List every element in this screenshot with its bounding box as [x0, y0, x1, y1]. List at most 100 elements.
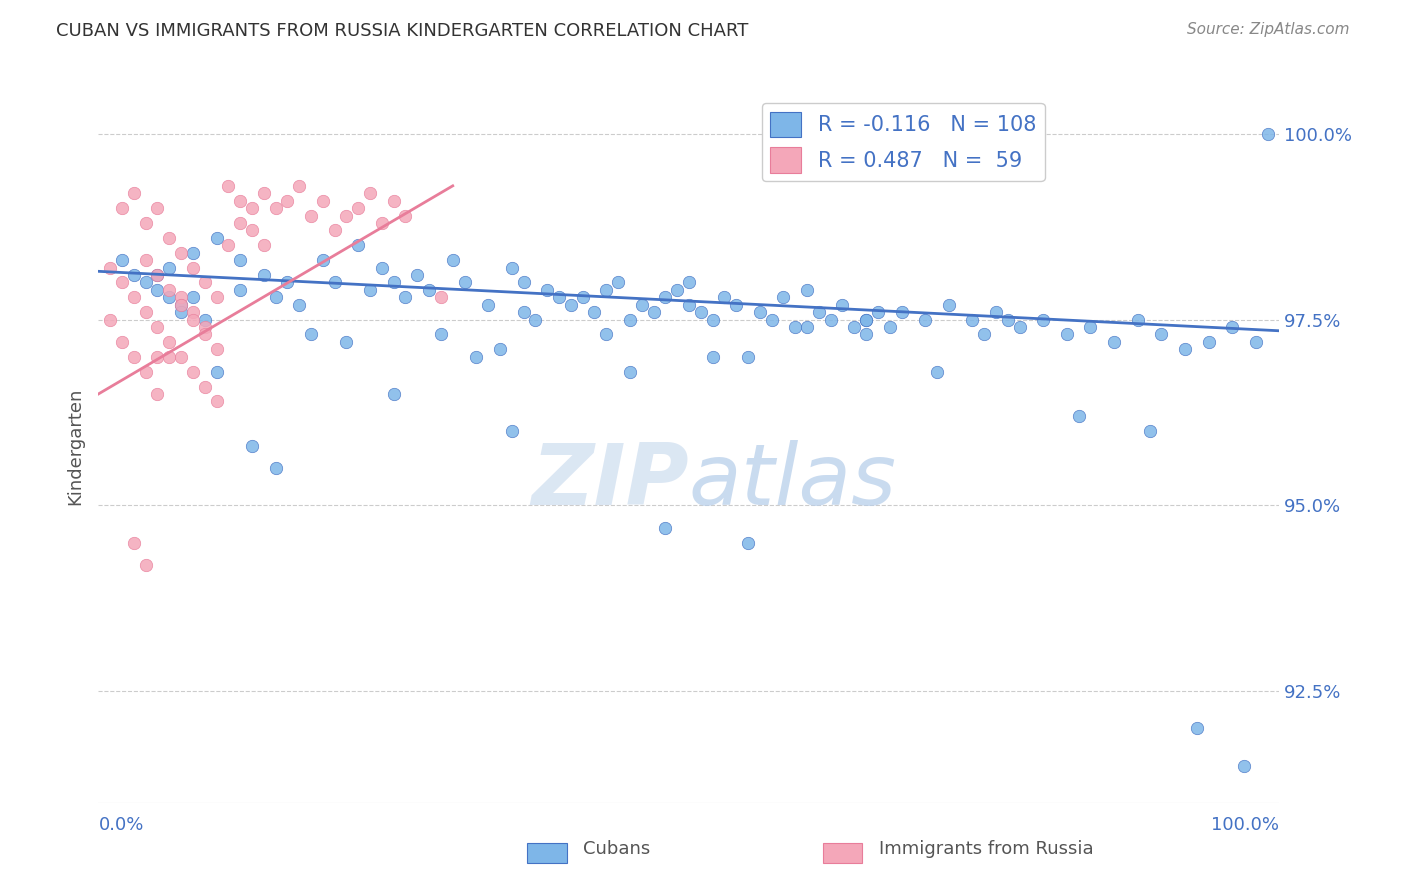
Point: [323, 276, 346, 290]
Point: [984, 305, 1007, 319]
Point: [512, 305, 534, 319]
Point: [323, 223, 346, 237]
Point: [1198, 334, 1220, 349]
Point: [1257, 127, 1279, 141]
Point: [181, 260, 204, 275]
Point: [288, 298, 311, 312]
Point: [583, 305, 606, 319]
Point: [335, 209, 357, 223]
Point: [654, 290, 676, 304]
Point: [146, 283, 169, 297]
Point: [1102, 334, 1125, 349]
Point: [170, 290, 193, 304]
Point: [347, 238, 370, 252]
Point: [264, 461, 287, 475]
Point: [702, 312, 724, 326]
Point: [465, 350, 488, 364]
Point: [135, 253, 157, 268]
Point: [866, 305, 889, 319]
Point: [181, 312, 204, 326]
Point: [1150, 327, 1173, 342]
Point: [501, 260, 523, 275]
Point: [630, 298, 652, 312]
Point: [240, 439, 263, 453]
Point: [371, 216, 394, 230]
Point: [689, 305, 711, 319]
Point: [654, 521, 676, 535]
Point: [1233, 758, 1256, 772]
Point: [170, 305, 193, 319]
Text: atlas: atlas: [689, 440, 897, 524]
Point: [135, 305, 157, 319]
Point: [1056, 327, 1078, 342]
Point: [135, 276, 157, 290]
Point: [205, 290, 228, 304]
Point: [962, 312, 984, 326]
Point: [98, 312, 121, 326]
Point: [524, 312, 547, 326]
Point: [418, 283, 440, 297]
Point: [217, 238, 239, 252]
Point: [382, 387, 405, 401]
Point: [844, 320, 866, 334]
Point: [264, 201, 287, 215]
Point: [1174, 343, 1197, 357]
Point: [335, 334, 357, 349]
Point: [111, 334, 134, 349]
Point: [253, 268, 276, 282]
Point: [512, 276, 534, 290]
Point: [194, 327, 217, 342]
Point: [229, 216, 252, 230]
Point: [1244, 334, 1267, 349]
Point: [973, 327, 995, 342]
Point: [595, 283, 617, 297]
Point: [796, 283, 818, 297]
Point: [194, 312, 217, 326]
Point: [619, 312, 641, 326]
Point: [855, 312, 877, 326]
Point: [430, 327, 453, 342]
Point: [312, 194, 335, 208]
Point: [371, 260, 394, 275]
Point: [111, 201, 134, 215]
Point: [737, 350, 759, 364]
Point: [157, 290, 180, 304]
Point: [135, 216, 157, 230]
Text: CUBAN VS IMMIGRANTS FROM RUSSIA KINDERGARTEN CORRELATION CHART: CUBAN VS IMMIGRANTS FROM RUSSIA KINDERGA…: [56, 22, 748, 40]
Point: [855, 327, 877, 342]
Point: [796, 320, 818, 334]
Legend: R = -0.116   N = 108, R = 0.487   N =  59: R = -0.116 N = 108, R = 0.487 N = 59: [762, 103, 1045, 181]
Point: [288, 178, 311, 193]
Point: [181, 290, 204, 304]
Point: [194, 320, 217, 334]
Point: [111, 276, 134, 290]
Point: [170, 350, 193, 364]
Text: 0.0%: 0.0%: [98, 816, 143, 834]
Point: [1220, 320, 1243, 334]
Y-axis label: Kindergarten: Kindergarten: [66, 387, 84, 505]
Point: [820, 312, 842, 326]
Point: [194, 276, 217, 290]
Point: [135, 365, 157, 379]
Point: [253, 238, 276, 252]
Point: [1126, 312, 1149, 326]
Point: [181, 245, 204, 260]
Point: [748, 305, 770, 319]
Point: [347, 201, 370, 215]
Point: [394, 290, 416, 304]
Point: [264, 290, 287, 304]
Point: [205, 343, 228, 357]
Point: [205, 231, 228, 245]
Point: [548, 290, 571, 304]
Point: [678, 276, 700, 290]
Text: ZIP: ZIP: [531, 440, 689, 524]
Point: [229, 194, 252, 208]
Point: [560, 298, 582, 312]
Point: [914, 312, 936, 326]
Point: [702, 350, 724, 364]
Point: [181, 305, 204, 319]
Point: [98, 260, 121, 275]
Point: [312, 253, 335, 268]
Point: [453, 276, 475, 290]
Point: [122, 290, 145, 304]
